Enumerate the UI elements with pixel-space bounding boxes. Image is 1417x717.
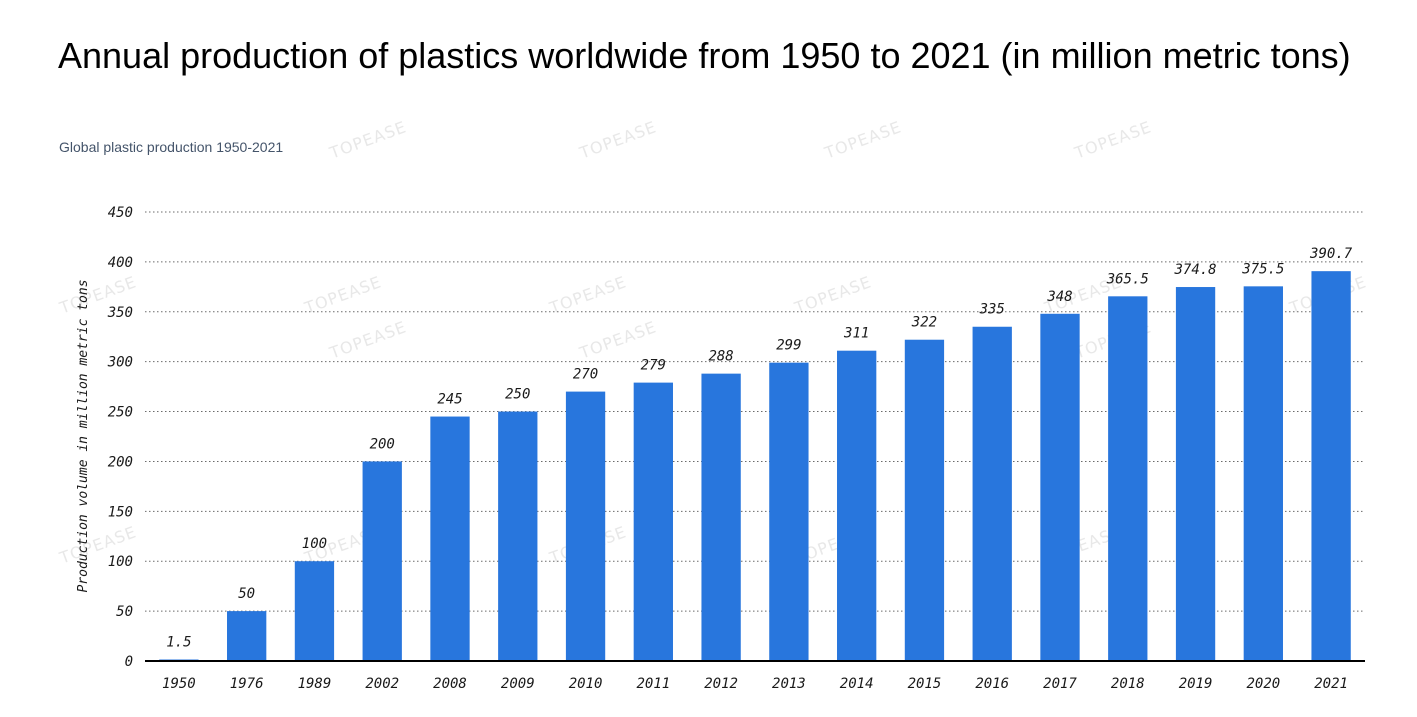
- data-label: 288: [708, 349, 733, 365]
- data-label: 335: [979, 302, 1005, 318]
- data-label: 299: [776, 338, 801, 354]
- watermark: TOPEASE: [326, 317, 409, 363]
- watermark: TOPEASE: [576, 117, 659, 163]
- chart-title: Annual production of plastics worldwide …: [58, 35, 1351, 76]
- x-tick-label: 2018: [1111, 676, 1145, 692]
- data-label: 250: [505, 387, 530, 403]
- data-label: 100: [302, 536, 327, 552]
- data-label: 1.5: [166, 635, 191, 651]
- data-label: 348: [1046, 289, 1072, 305]
- data-label: 270: [573, 367, 598, 383]
- data-label: 279: [641, 358, 666, 374]
- x-tick-label: 2013: [772, 676, 806, 692]
- watermark: TOPEASE: [546, 272, 629, 318]
- data-label: 374.8: [1173, 262, 1216, 278]
- x-tick-label: 2017: [1043, 676, 1077, 692]
- x-tick-label: 2019: [1179, 676, 1213, 692]
- bars: [159, 271, 1351, 661]
- bar: [904, 339, 945, 661]
- x-axis-categories: 1950 1976 1989 2002 2008 2009 2010 2011 2012 2013…: [162, 676, 1348, 692]
- y-tick-label: 350: [107, 305, 133, 321]
- y-tick-label: 100: [108, 554, 133, 570]
- x-tick-label: 1950: [162, 676, 196, 692]
- x-tick-label: 2016: [975, 676, 1009, 692]
- x-tick-label: 2002: [365, 676, 399, 692]
- bar: [1311, 271, 1351, 661]
- x-tick-label: 2020: [1246, 676, 1280, 692]
- data-label: 375.5: [1241, 261, 1284, 277]
- bar: [769, 362, 809, 661]
- y-tick-label: 0: [125, 654, 133, 670]
- x-tick-label: 1989: [298, 676, 332, 692]
- bar: [1040, 313, 1080, 661]
- y-tick-label: 450: [108, 205, 133, 221]
- y-tick-label: 200: [108, 454, 133, 470]
- x-tick-label: 2009: [501, 676, 535, 692]
- x-tick-label: 2015: [908, 676, 942, 692]
- bar: [294, 561, 335, 661]
- y-tick-label: 50: [116, 604, 133, 620]
- watermark: TOPEASE: [301, 272, 384, 318]
- x-tick-label: 2021: [1314, 676, 1348, 692]
- watermark: TOPEASE: [821, 117, 904, 163]
- bar: [1175, 287, 1216, 661]
- x-tick-label: 2014: [840, 676, 874, 692]
- x-tick-label: 2008: [433, 676, 467, 692]
- x-tick-label: 2012: [704, 676, 738, 692]
- y-tick-label: 250: [108, 405, 133, 421]
- data-label: 322: [911, 315, 937, 331]
- data-label: 200: [370, 436, 395, 452]
- watermark: TOPEASE: [791, 272, 874, 318]
- bar: [1108, 296, 1148, 661]
- watermark: TOPEASE: [326, 117, 409, 163]
- y-axis-ticks: 0 50 100 150 200 250 300 350 400 450: [107, 205, 133, 670]
- bar: [837, 350, 877, 661]
- bar: [701, 373, 741, 661]
- data-label: 245: [437, 392, 462, 408]
- data-label: 365.5: [1106, 271, 1149, 287]
- watermark: TOPEASE: [576, 317, 659, 363]
- bar: [362, 461, 402, 661]
- bar: [430, 416, 470, 661]
- grid-lines: [145, 211, 1365, 612]
- y-tick-label: 300: [107, 355, 133, 371]
- data-labels: 1.5 50 100 200 245 250 270 279 288 299 311 322 335 34…: [166, 246, 1353, 650]
- y-tick-label: 150: [108, 504, 133, 520]
- bar: [565, 391, 606, 661]
- x-tick-label: 1976: [230, 676, 264, 692]
- watermark: TOPEASE: [1071, 117, 1154, 163]
- x-tick-label: 2010: [569, 676, 603, 692]
- bar: [972, 326, 1012, 661]
- data-label: 390.7: [1309, 246, 1353, 262]
- bar: [1243, 286, 1283, 661]
- chart-subtitle: Global plastic production 1950-2021: [59, 139, 284, 155]
- bar: [227, 611, 267, 661]
- data-label: 50: [238, 586, 255, 602]
- bar: [633, 382, 673, 661]
- y-tick-label: 400: [108, 255, 133, 271]
- bar: [498, 411, 538, 661]
- x-tick-label: 2011: [636, 676, 670, 692]
- y-axis-label: Production volume in million metric tons: [76, 279, 91, 592]
- data-label: 311: [843, 326, 869, 342]
